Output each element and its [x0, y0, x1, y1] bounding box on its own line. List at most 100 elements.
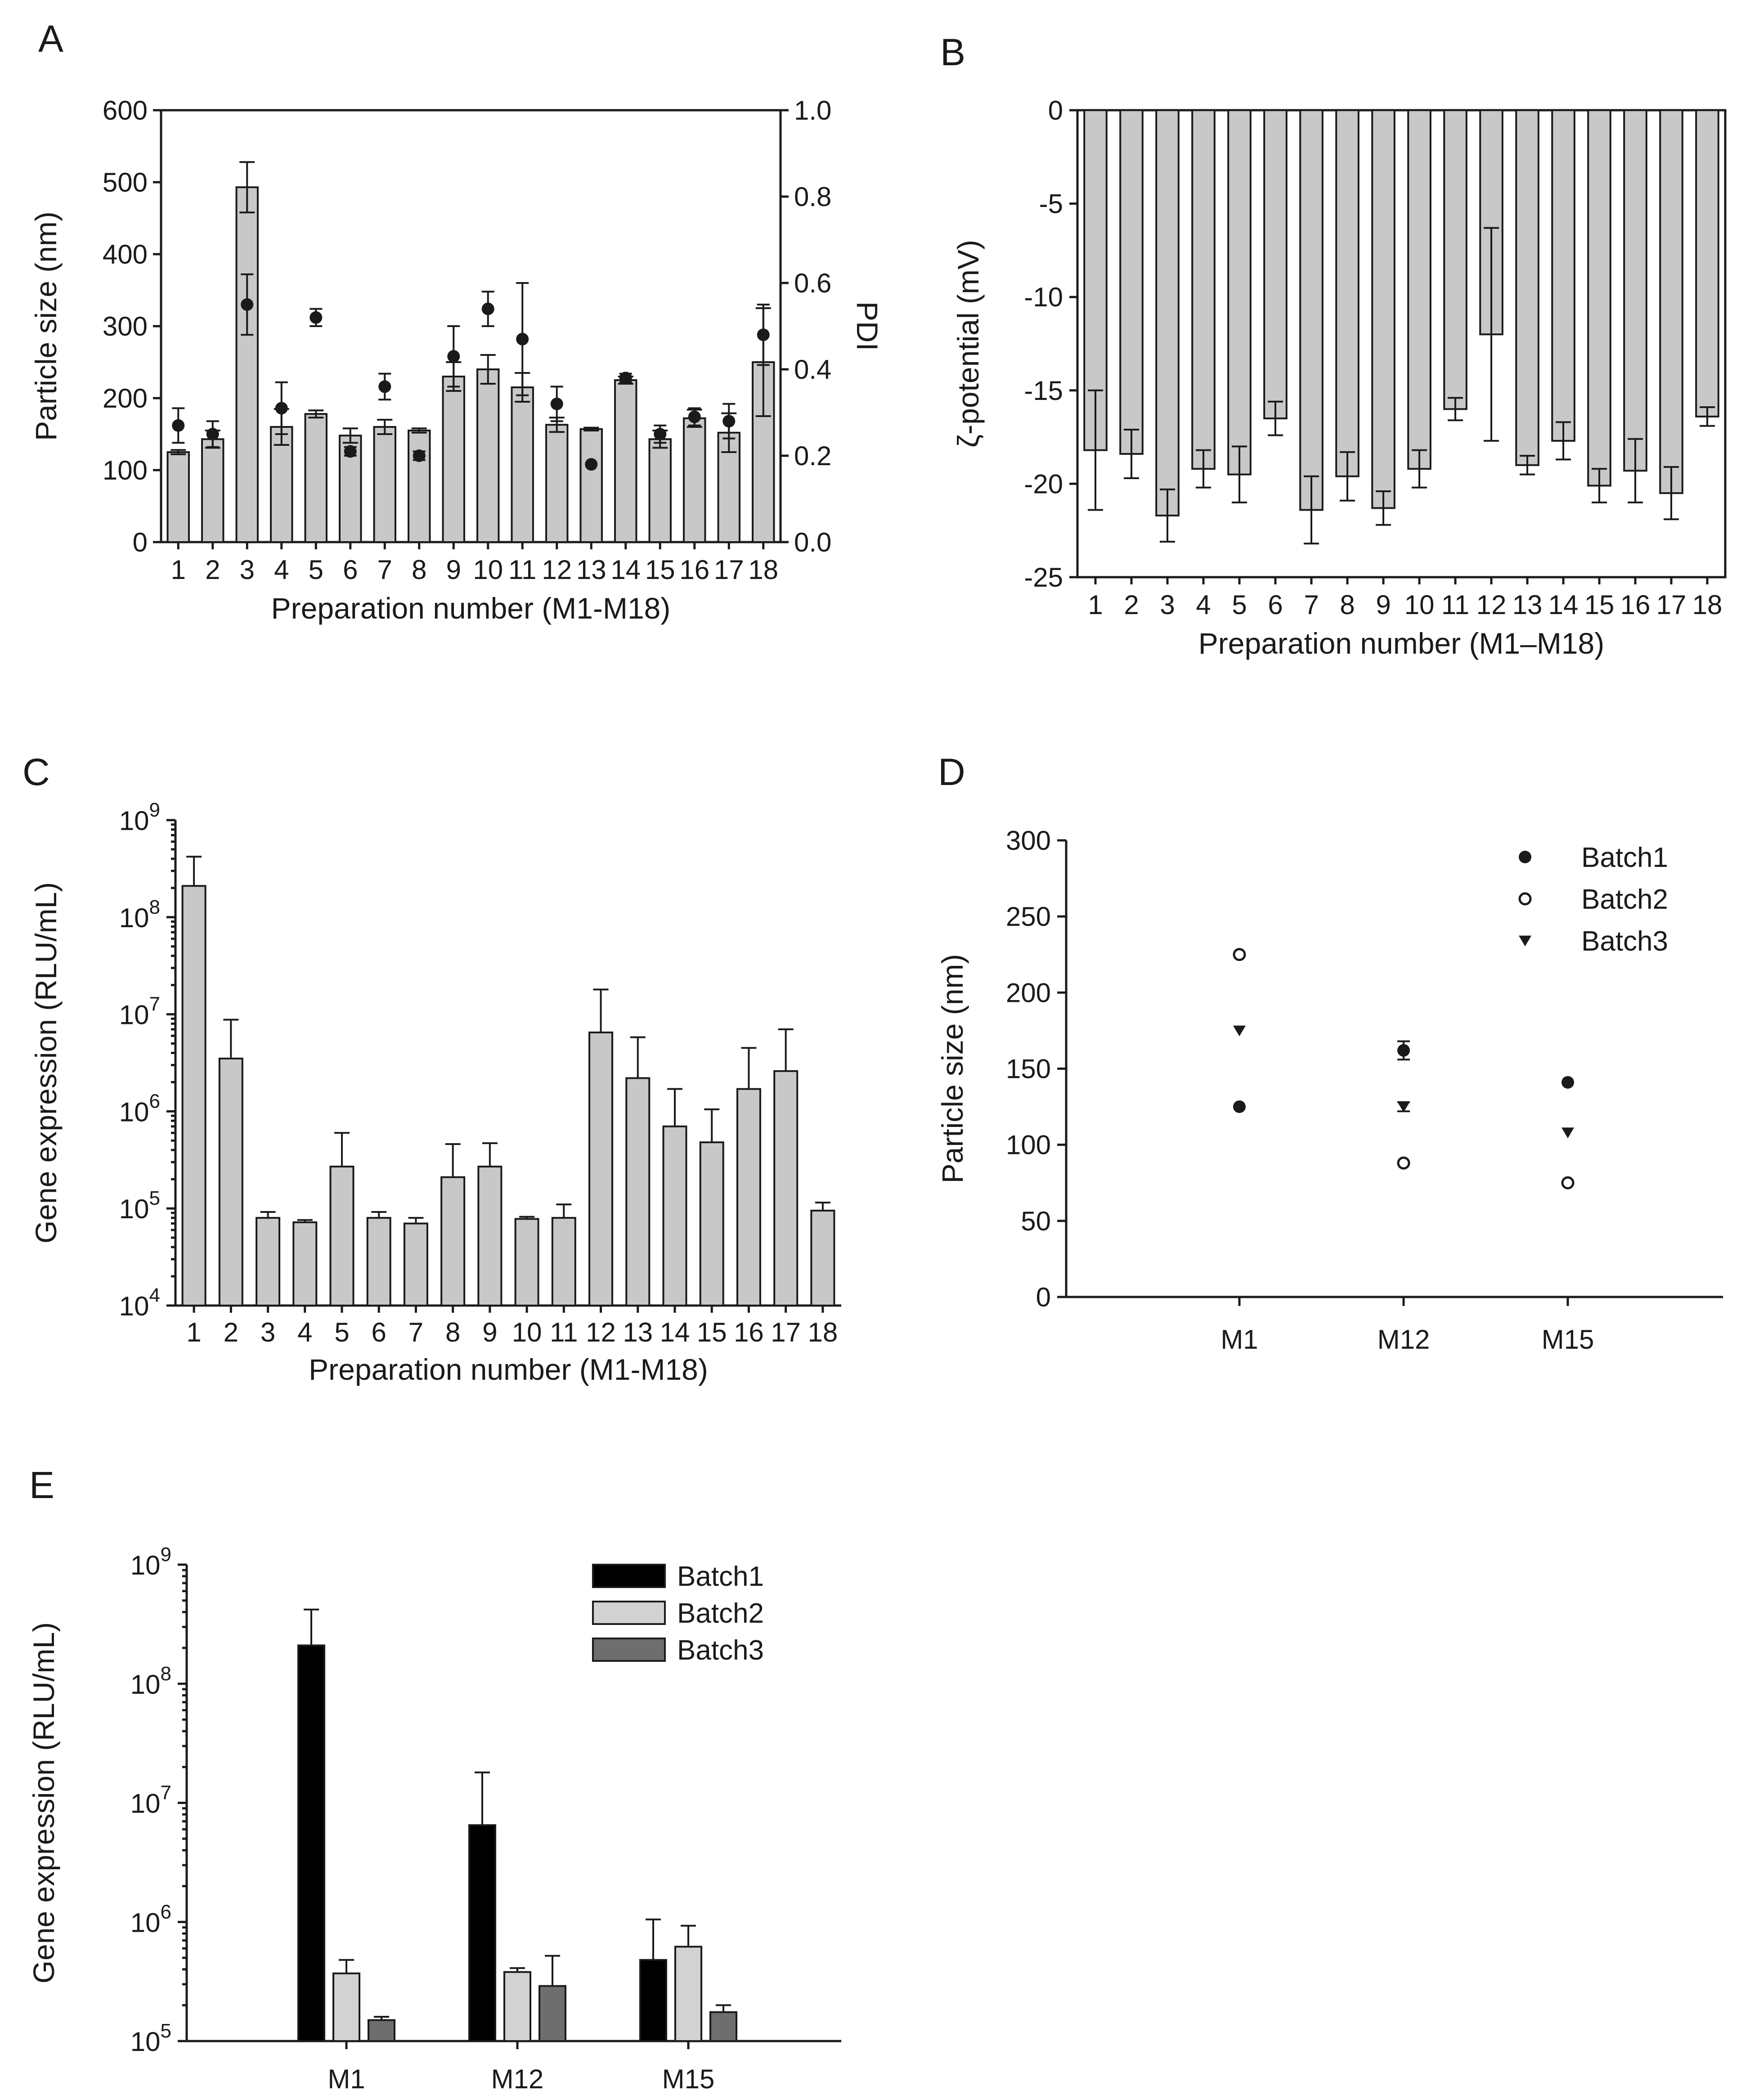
panel-c-xtick-label: 14 [660, 1317, 690, 1347]
panel-d-point [1233, 948, 1246, 961]
panel-c-bar [699, 1141, 724, 1307]
panel-b-bar [1623, 109, 1647, 472]
panel-b-ytick-label: -15 [1024, 376, 1063, 406]
panel-e-xtick-label: M1 [328, 2064, 365, 2094]
panel-b-bar [1443, 109, 1467, 410]
panel-c-xtick-label: 10 [512, 1317, 542, 1347]
panel-b-xtick-label: 3 [1160, 590, 1175, 620]
panel-d-xtick-label: M15 [1542, 1324, 1594, 1355]
panel-a-y2tick-label: 0.0 [794, 527, 831, 557]
panel-b-xtick-label: 1 [1088, 590, 1103, 620]
panel-c-xtick-label: 17 [771, 1317, 801, 1347]
panel-c-bar [329, 1166, 354, 1307]
panel-a-xtick-label: 6 [343, 555, 358, 585]
panel-b-bar [1191, 109, 1216, 470]
panel-b-xtick-label: 5 [1232, 590, 1247, 620]
panel-d-ytick-label: 250 [1006, 902, 1051, 932]
panel-a-xtick-label: 13 [576, 555, 606, 585]
panel-b-xtick-label: 11 [1441, 590, 1469, 620]
panel-a-pdi-point [550, 397, 563, 410]
panel-a-bar [614, 379, 637, 543]
panel-e-xtick-label: M12 [491, 2064, 544, 2094]
panel-a-xtick-label: 16 [679, 555, 709, 585]
panel-a-pdi-point [757, 328, 770, 341]
panel-a-pdi-point [413, 449, 426, 462]
panel-e-bar [674, 1946, 702, 2042]
panel-a-pdi-point [447, 350, 460, 363]
panel-c-bar [625, 1077, 651, 1306]
panel-d-point [1397, 1101, 1410, 1113]
panel-c-xtick-label: 16 [734, 1317, 764, 1347]
panel-b-bar [1299, 109, 1324, 511]
panel-b-xtick-label: 12 [1476, 590, 1507, 620]
panel-d-legend-label: Batch2 [1581, 884, 1668, 915]
panel-c-bar [551, 1217, 576, 1307]
panel-c-ytick-label: 108 [119, 896, 160, 933]
panel-d-legend-marker [1519, 851, 1531, 863]
panel-d-ylabel: Particle size (nm) [936, 954, 969, 1184]
panel-b-bar [1587, 109, 1611, 487]
panel-b-bar [1227, 109, 1252, 476]
panel-a-xtick-label: 11 [508, 555, 536, 585]
panel-a-pdi-point [481, 302, 494, 315]
panel-c-xtick-label: 7 [408, 1317, 423, 1347]
panel-a-pdi-point [206, 428, 219, 440]
panel-d-point [1397, 1156, 1410, 1170]
panel-d-point [1562, 1127, 1574, 1139]
panel-b-xtick-label: 14 [1548, 590, 1579, 620]
panel-a-xtick-label: 12 [542, 555, 572, 585]
panel-c-bar [440, 1176, 466, 1306]
panel-a-bar [511, 386, 534, 543]
panel-d-xtick-label: M12 [1378, 1324, 1430, 1355]
panel-b-ytick-label: 0 [1048, 95, 1063, 126]
panel-c-ytick-label: 107 [119, 993, 160, 1030]
panel-e-ytick-label: 106 [130, 1901, 171, 1938]
panel-c-bar [366, 1217, 391, 1307]
panel-d-ytick-label: 50 [1021, 1206, 1051, 1236]
panel-c-bar [810, 1210, 835, 1307]
panel-a-xtick-label: 18 [748, 555, 778, 585]
panel-c-bar [403, 1222, 428, 1307]
panel-e-batch-gene-expression: 105 106 107 108 109 M1 M12 M15 Batch1 Batch2 Batch… [27, 1544, 841, 2094]
panel-b-xtick-label: 10 [1404, 590, 1435, 620]
panel-b-bar [1335, 109, 1360, 477]
panel-d-ytick-label: 300 [1006, 826, 1051, 856]
panel-a-ytick-label: 300 [103, 311, 148, 341]
panel-letter-c: C [22, 751, 50, 793]
panel-d-batch-particle-size: 0 50 100 150 200 250 300 M1 M12 M15 Batch1 Batch2 Ba… [936, 826, 1723, 1355]
panel-c-xtick-label: 18 [808, 1317, 838, 1347]
panel-c-xtick-label: 13 [623, 1317, 653, 1347]
panel-a-xtick-label: 4 [274, 555, 289, 585]
panel-c-bar [773, 1070, 799, 1306]
panel-d-ytick-label: 0 [1036, 1282, 1051, 1312]
panel-b-bar [1551, 109, 1575, 442]
panel-b-bar [1155, 109, 1180, 516]
panel-e-legend-swatch [592, 1601, 666, 1625]
panel-a-bar [476, 368, 500, 543]
panel-a-y2tick-label: 0.2 [794, 441, 831, 471]
panel-c-bar [514, 1218, 539, 1307]
panel-a-bar [166, 451, 190, 543]
panel-a-xtick-label: 2 [205, 555, 220, 585]
panel-a-pdi-point [688, 410, 701, 423]
panel-b-xtick-label: 6 [1268, 590, 1283, 620]
panel-c-bar [256, 1217, 281, 1307]
panel-a-bar [408, 430, 431, 543]
panel-b-xtick-label: 2 [1124, 590, 1139, 620]
panel-d-legend-marker [1519, 935, 1531, 947]
panel-c-bar [218, 1057, 243, 1307]
panel-e-legend-swatch [592, 1638, 666, 1662]
panel-a-xtick-label: 14 [610, 555, 641, 585]
panel-a-bar [235, 186, 259, 543]
panel-a-xtick-label: 9 [446, 555, 461, 585]
panel-a-ylabel: Particle size (nm) [29, 211, 63, 441]
panel-b-bar [1119, 109, 1144, 455]
panel-a-bar [442, 376, 465, 543]
panel-c-ytick-label: 104 [119, 1284, 160, 1321]
panel-e-bar [503, 1971, 531, 2042]
panel-c-ytick-label: 109 [119, 799, 160, 836]
panel-a-y2tick-label: 0.6 [794, 268, 831, 298]
panel-b-bar [1371, 109, 1396, 509]
